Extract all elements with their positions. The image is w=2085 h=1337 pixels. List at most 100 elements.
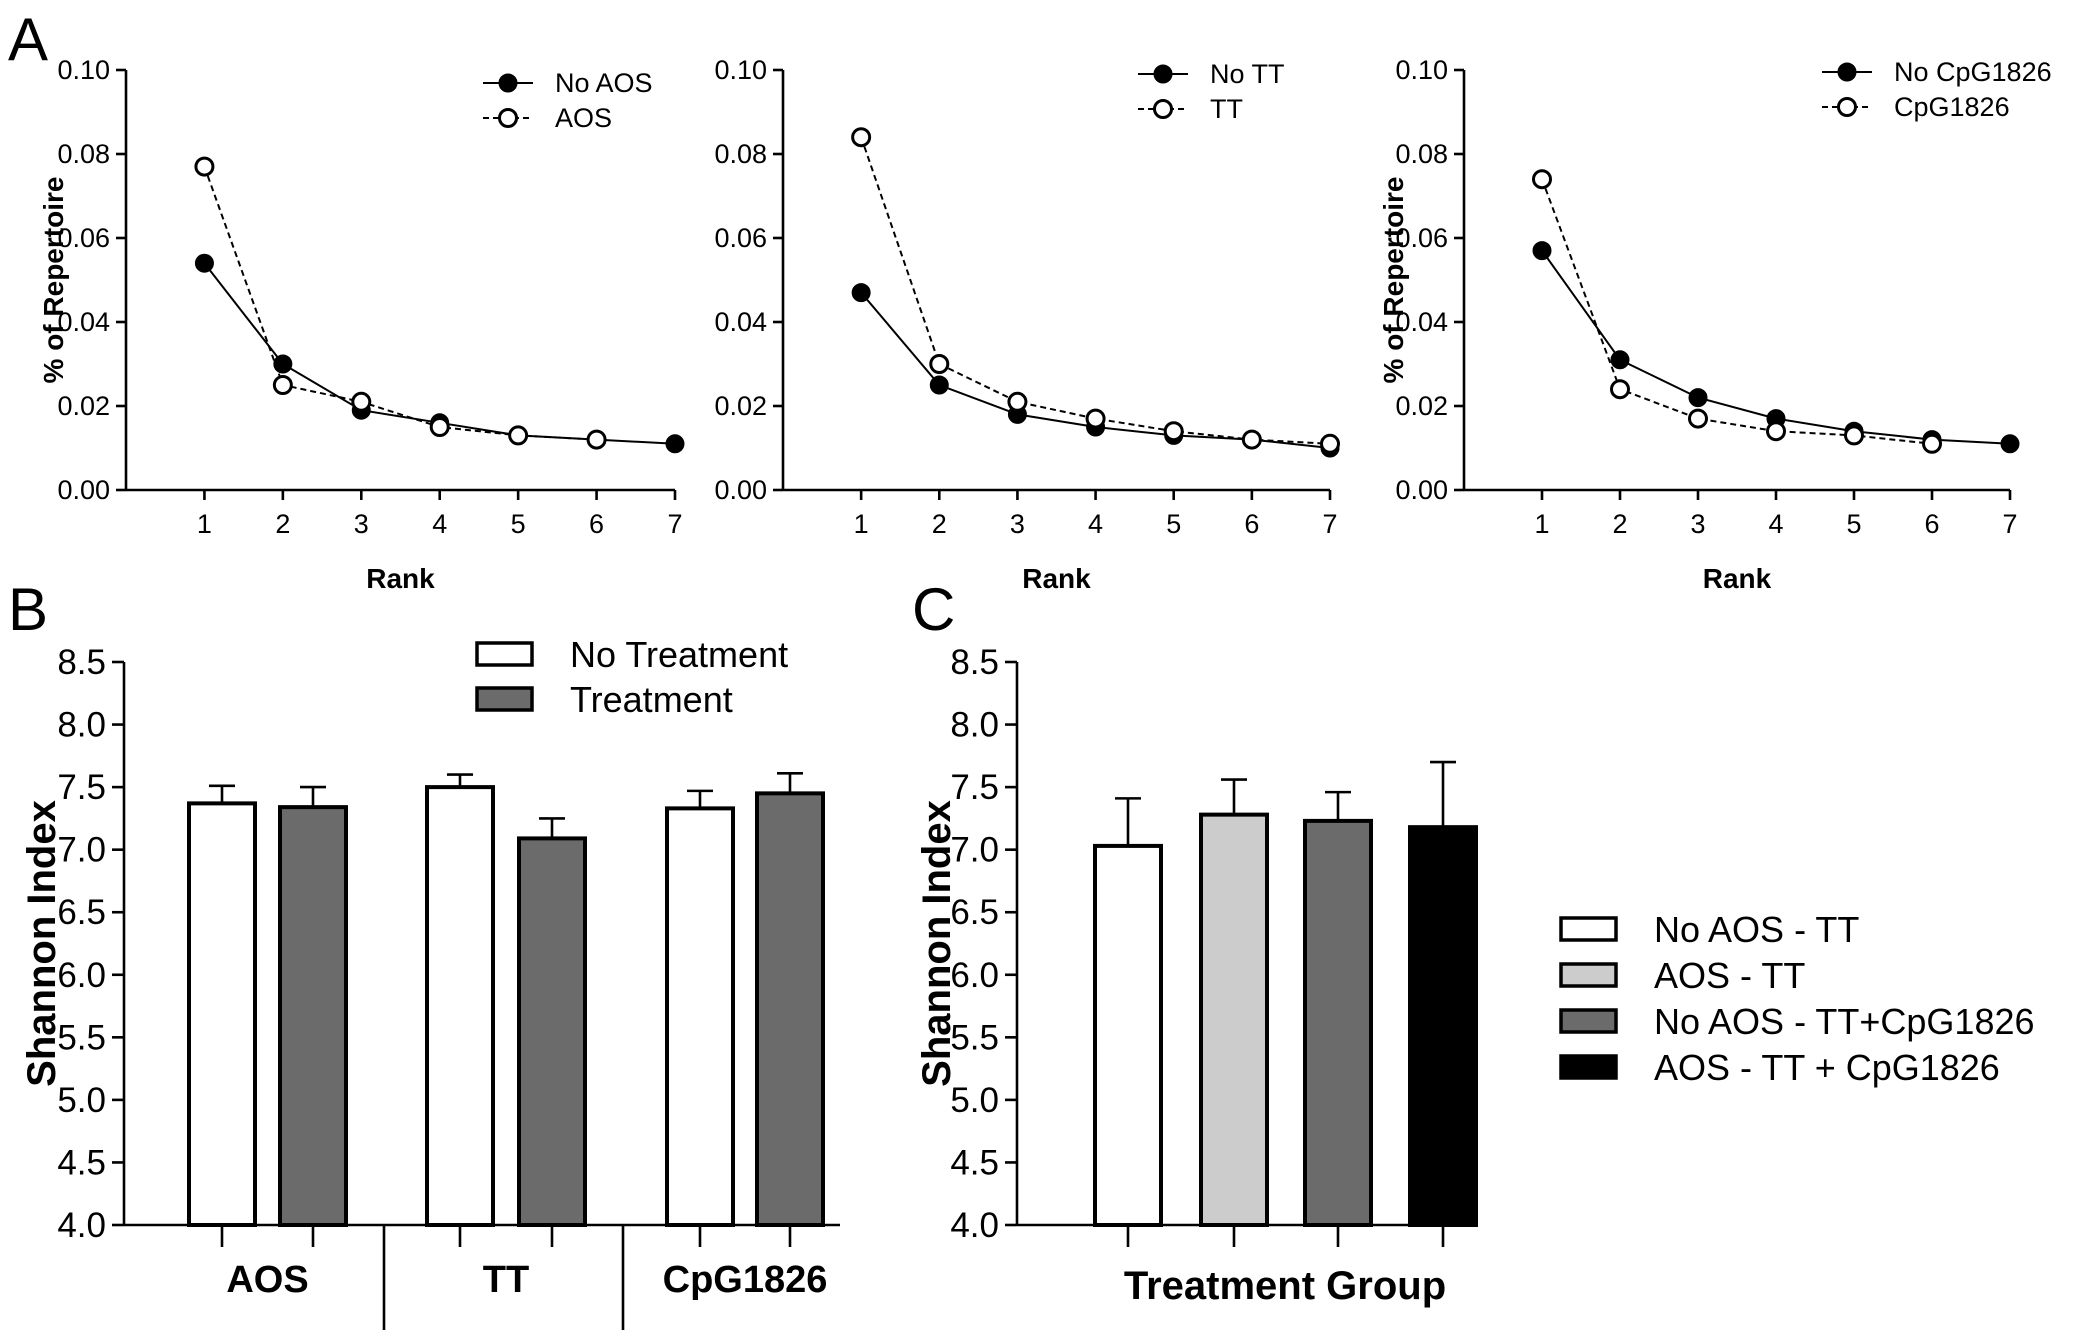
x-tick-label: 5	[511, 509, 526, 539]
panel-letter-b: B	[8, 576, 48, 643]
bar	[187, 801, 257, 1227]
y-tick-label: 4.5	[950, 1143, 999, 1182]
y-axis-label: % of Repertoire	[38, 177, 69, 384]
y-tick-label: 0.04	[1395, 307, 1448, 337]
bar	[278, 805, 348, 1228]
legend-swatch	[475, 686, 534, 712]
open-point	[1007, 391, 1028, 412]
legend-marker	[1837, 97, 1857, 117]
y-tick-label: 8.0	[57, 706, 106, 745]
legend-label: TT	[1210, 94, 1243, 124]
legend-label: No AOS - TT+CpG1826	[1654, 1001, 2035, 1042]
open-point	[1610, 379, 1630, 400]
x-axis-label: Rank	[1022, 563, 1091, 594]
x-tick-label: 2	[1612, 509, 1627, 539]
x-tick-label: 4	[1088, 509, 1103, 539]
y-tick-label: 4.5	[57, 1143, 106, 1182]
shannon-bar-chart-by-adjuvant: 4.0 4.5 5.0 5.5 6.0 6.5 7.0 7.5 8.0 8.5 Shannon In…	[20, 634, 840, 1330]
open-point	[1163, 421, 1184, 442]
open-point	[1922, 433, 1942, 454]
legend-label: AOS	[555, 103, 612, 133]
bar	[517, 836, 587, 1227]
x-tick-label: 5	[1166, 509, 1181, 539]
filled-point	[1532, 241, 1552, 261]
x-axis-label: Treatment Group	[1124, 1264, 1446, 1308]
panel-letter-a: A	[8, 6, 48, 73]
legend-swatch	[1559, 1054, 1618, 1080]
filled-point	[665, 434, 685, 454]
y-tick-label: 0.02	[714, 391, 767, 421]
y-tick-label: 7.0	[950, 831, 999, 870]
x-tick-label: 6	[589, 509, 604, 539]
x-tick-label: 5	[1846, 509, 1861, 539]
x-tick-label: 3	[1690, 509, 1705, 539]
y-tick-label: 7.0	[57, 831, 106, 870]
legend-marker	[498, 108, 518, 128]
category-label: CpG1826	[663, 1259, 828, 1301]
legend-marker	[1837, 62, 1857, 82]
open-point	[1766, 421, 1786, 442]
x-tick-label: 6	[1244, 509, 1259, 539]
bar	[665, 806, 735, 1227]
open-point	[429, 417, 450, 437]
open-point	[194, 156, 215, 177]
x-axis-label: Rank	[1703, 563, 1772, 594]
open-point	[851, 127, 872, 148]
x-tick-label: 3	[354, 509, 369, 539]
open-point	[586, 429, 607, 450]
x-tick-label: 2	[275, 509, 290, 539]
y-tick-label: 0.08	[57, 139, 110, 169]
legend-marker	[1153, 99, 1173, 119]
open-point	[1320, 433, 1340, 454]
y-tick-label: 0.10	[57, 55, 110, 85]
y-tick-label: 0.04	[714, 307, 767, 337]
y-tick-label: 7.5	[950, 768, 999, 807]
open-point	[508, 425, 529, 446]
x-tick-label: 7	[1322, 509, 1337, 539]
legend-swatch	[1559, 1008, 1618, 1034]
y-tick-label: 8.5	[950, 643, 999, 682]
legend-label: No AOS - TT	[1654, 909, 1859, 950]
x-tick-label: 6	[1924, 509, 1939, 539]
y-axis-label: % of Repertoire	[1378, 177, 1409, 384]
open-point	[272, 375, 293, 395]
legend-label: No CpG1826	[1894, 57, 2052, 87]
y-tick-label: 4.0	[57, 1206, 106, 1245]
filled-point	[1688, 388, 1708, 408]
x-tick-label: 1	[854, 509, 869, 539]
legend-marker	[498, 73, 518, 93]
x-tick-label: 1	[197, 509, 212, 539]
category-label: AOS	[226, 1259, 308, 1301]
y-tick-label: 0.08	[714, 139, 767, 169]
y-tick-label: 6.0	[950, 956, 999, 995]
y-tick-label: 6.5	[57, 893, 106, 932]
filled-point	[194, 253, 214, 273]
legend-swatch	[475, 641, 534, 667]
y-tick-label: 0.02	[1395, 391, 1448, 421]
x-tick-label: 3	[1010, 509, 1025, 539]
legend-label: No TT	[1210, 59, 1285, 89]
rank-chart-cpg1826: 0.00 0.02 0.04 0.06 0.08 0.10 1 2 3 4 5 6 7 Rank % of …	[1378, 55, 2052, 594]
open-point	[929, 354, 950, 374]
y-tick-label: 0.10	[1395, 55, 1448, 85]
open-point	[1241, 429, 1262, 450]
bar	[755, 791, 825, 1227]
legend-label: Treatment	[570, 679, 733, 720]
legend-label: CpG1826	[1894, 92, 2010, 122]
shannon-bar-chart-by-treatment-group: 4.0 4.5 5.0 5.5 6.0 6.5 7.0 7.5 8.0 8.5 Shannon In…	[915, 643, 2035, 1308]
y-tick-label: 0.06	[57, 223, 110, 253]
y-axis-label: Shannon Index	[20, 800, 64, 1087]
y-tick-label: 0.04	[57, 307, 110, 337]
filled-point	[851, 283, 871, 303]
y-tick-label: 0.00	[1395, 475, 1448, 505]
y-tick-label: 0.02	[57, 391, 110, 421]
y-tick-label: 5.5	[950, 1018, 999, 1057]
rank-chart-aos: 0.00 0.02 0.04 0.06 0.08 0.10 1 2 3 4 5 6 7 Rank % of …	[38, 55, 685, 594]
series-line-dashed	[1541, 178, 1933, 445]
x-tick-label: 7	[2002, 509, 2017, 539]
y-tick-label: 5.0	[57, 1081, 106, 1120]
x-tick-label: 1	[1534, 509, 1549, 539]
y-tick-label: 0.06	[1395, 223, 1448, 253]
filled-point	[2000, 434, 2020, 454]
